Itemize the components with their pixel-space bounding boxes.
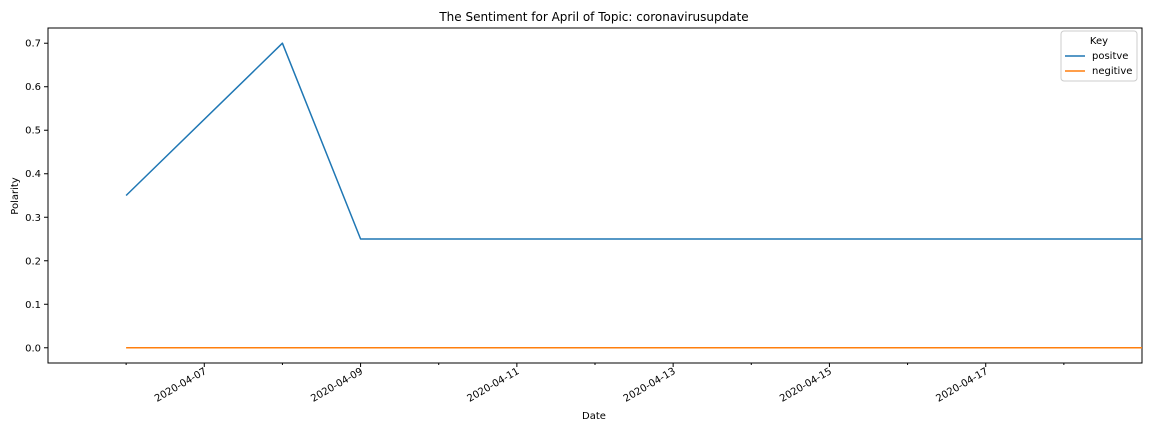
legend: Key positve negitive xyxy=(1060,30,1138,82)
chart-title: The Sentiment for April of Topic: corona… xyxy=(438,10,748,24)
x-tick-label: 2020-04-07 xyxy=(153,366,209,405)
y-tick-label: 0.6 xyxy=(25,82,41,93)
y-tick-label: 0.5 xyxy=(25,126,41,137)
y-tick-label: 0.1 xyxy=(25,300,41,311)
x-axis: 2020-04-07 2020-04-09 2020-04-11 2020-04-13… xyxy=(125,363,1065,405)
x-tick-label: 2020-04-09 xyxy=(309,366,365,405)
x-tick-label: 2020-04-11 xyxy=(466,366,522,405)
y-tick-label: 0.3 xyxy=(25,213,41,224)
y-axis-label: Polarity xyxy=(10,177,21,215)
y-tick-label: 0.4 xyxy=(25,169,41,180)
legend-title: Key xyxy=(1090,36,1108,47)
y-axis: 0.0 0.1 0.2 0.3 0.4 0.5 0.6 0.7 xyxy=(25,39,48,354)
series-layer xyxy=(125,42,1142,349)
legend-box xyxy=(1060,30,1138,82)
x-tick-label: 2020-04-13 xyxy=(622,366,678,405)
x-tick-label: 2020-04-17 xyxy=(934,366,990,405)
legend-label-positve: positve xyxy=(1092,51,1128,62)
y-tick-label: 0.2 xyxy=(25,256,41,267)
x-tick-label: 2020-04-15 xyxy=(778,366,834,405)
y-tick-label: 0.0 xyxy=(25,343,41,354)
y-tick-label: 0.7 xyxy=(25,39,41,50)
legend-label-negitive: negitive xyxy=(1092,66,1132,77)
plot-area xyxy=(47,27,1143,364)
x-axis-label: Date xyxy=(582,411,606,422)
series-line-positve xyxy=(125,42,1142,240)
